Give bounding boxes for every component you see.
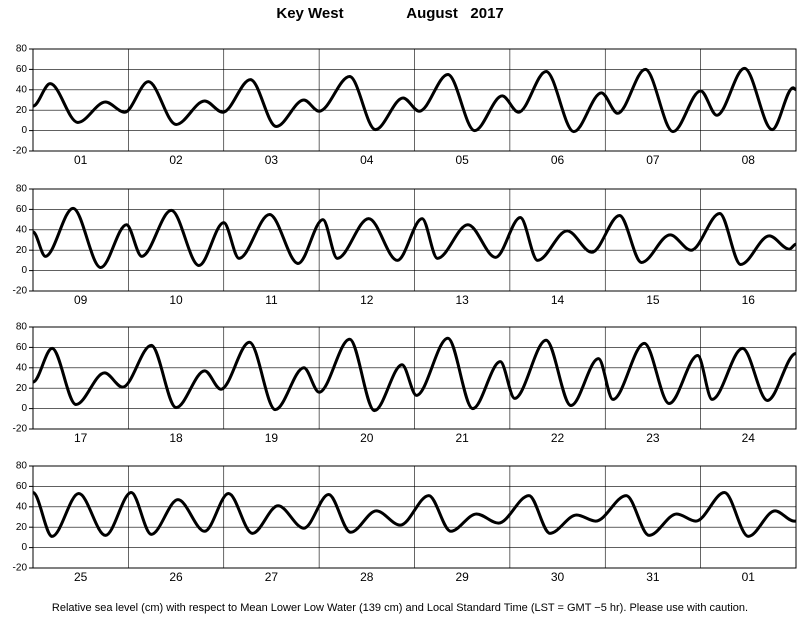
footnote: Relative sea level (cm) with respect to … (52, 602, 748, 614)
y-tick-label: 60 (16, 342, 28, 353)
y-tick-label: 40 (16, 362, 28, 373)
day-label: 18 (169, 431, 183, 445)
day-label: 15 (646, 293, 660, 307)
day-label: 27 (265, 570, 279, 584)
day-label: 11 (265, 293, 278, 307)
day-label: 24 (742, 431, 756, 445)
day-label: 01 (742, 570, 756, 584)
y-tick-label: 60 (16, 64, 28, 75)
y-tick-label: 0 (21, 542, 27, 553)
day-label: 09 (74, 293, 88, 307)
y-tick-label: 0 (21, 125, 27, 136)
day-label: 28 (360, 570, 374, 584)
day-label: 21 (456, 431, 470, 445)
day-label: 30 (551, 570, 565, 584)
tide-curve (32, 206, 797, 270)
day-label: 31 (646, 570, 660, 584)
day-label: 16 (742, 293, 756, 307)
day-label: 17 (74, 431, 88, 445)
plot-frame (32, 465, 797, 569)
title-place: Key West (276, 5, 343, 22)
day-label: 06 (551, 153, 565, 167)
y-tick-label: 80 (16, 461, 28, 472)
day-label: 23 (646, 431, 660, 445)
day-label: 08 (742, 153, 756, 167)
y-tick-label: 80 (16, 184, 28, 195)
y-tick-label: -20 (13, 563, 28, 574)
y-tick-label: -20 (13, 146, 28, 157)
tide-curve (31, 491, 796, 538)
y-tick-label: 0 (21, 403, 27, 414)
day-label: 02 (169, 153, 183, 167)
y-tick-label: 80 (16, 322, 28, 333)
y-tick-label: 60 (16, 204, 28, 215)
plot-frame (32, 188, 797, 292)
tide-curve (32, 336, 797, 413)
day-label: 19 (265, 431, 279, 445)
day-label: 13 (456, 293, 470, 307)
y-tick-label: 20 (16, 383, 28, 394)
y-tick-label: 60 (16, 481, 28, 492)
y-tick-label: 40 (16, 224, 28, 235)
day-label: 25 (74, 570, 88, 584)
day-label: 07 (646, 153, 660, 167)
y-tick-label: 0 (21, 265, 27, 276)
day-label: 14 (551, 293, 565, 307)
day-label: 05 (456, 153, 470, 167)
day-label: 20 (360, 431, 374, 445)
day-label: 01 (74, 153, 88, 167)
plot-frame (32, 48, 797, 152)
y-tick-label: 40 (16, 501, 28, 512)
plot-frame (32, 326, 797, 430)
y-tick-label: 40 (16, 84, 28, 95)
day-label: 22 (551, 431, 565, 445)
y-tick-label: 20 (16, 245, 28, 256)
y-tick-label: -20 (13, 286, 28, 297)
day-label: 26 (169, 570, 183, 584)
y-tick-label: -20 (13, 424, 28, 435)
tide-curve (32, 66, 797, 134)
day-label: 03 (265, 153, 279, 167)
y-tick-label: 20 (16, 105, 28, 116)
title-date: August 2017 (406, 5, 504, 22)
y-tick-label: 20 (16, 522, 28, 533)
y-tick-label: 80 (16, 44, 28, 55)
day-label: 04 (360, 153, 374, 167)
day-label: 29 (456, 570, 470, 584)
day-label: 10 (169, 293, 183, 307)
day-label: 12 (360, 293, 374, 307)
